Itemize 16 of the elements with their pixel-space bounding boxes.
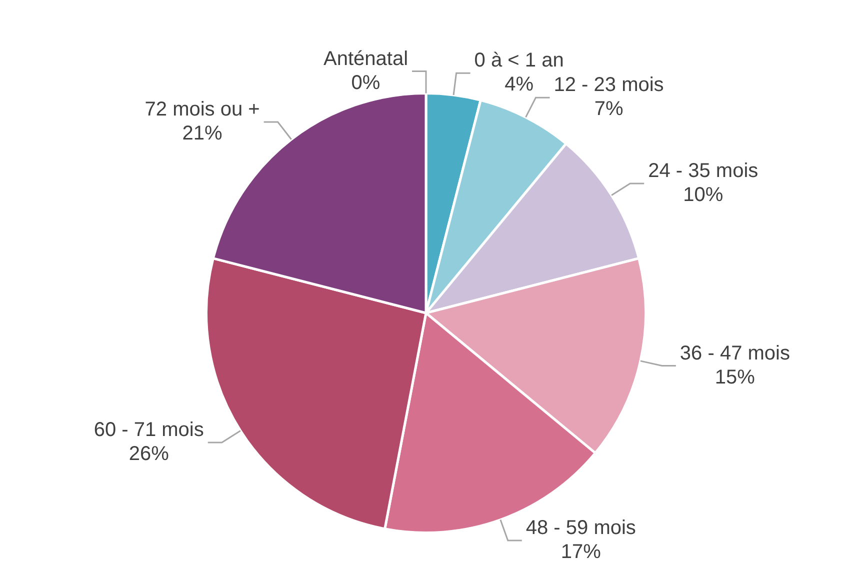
data-label: 10% (683, 184, 724, 206)
slice-label: 36 - 47 mois (680, 342, 790, 364)
data-label: 7% (594, 98, 624, 120)
slice-label: 72 mois ou + (144, 98, 260, 120)
data-label: 26% (128, 443, 170, 466)
data-label: 4% (504, 74, 534, 96)
data-label: 15% (714, 366, 756, 388)
slice-label: 48 - 59 mois (526, 516, 636, 539)
data-label: 17% (560, 540, 602, 563)
slice-label: 60 - 71 mois (94, 419, 204, 442)
text: 0% (351, 72, 380, 94)
slice-label: 0 à < 1 an (474, 50, 564, 72)
data-label: 21% (182, 122, 223, 144)
category-label: Anténatal (323, 48, 408, 70)
slice-label: 24 - 35 mois (648, 160, 758, 182)
slice-label: 12 - 23 mois (554, 74, 664, 96)
